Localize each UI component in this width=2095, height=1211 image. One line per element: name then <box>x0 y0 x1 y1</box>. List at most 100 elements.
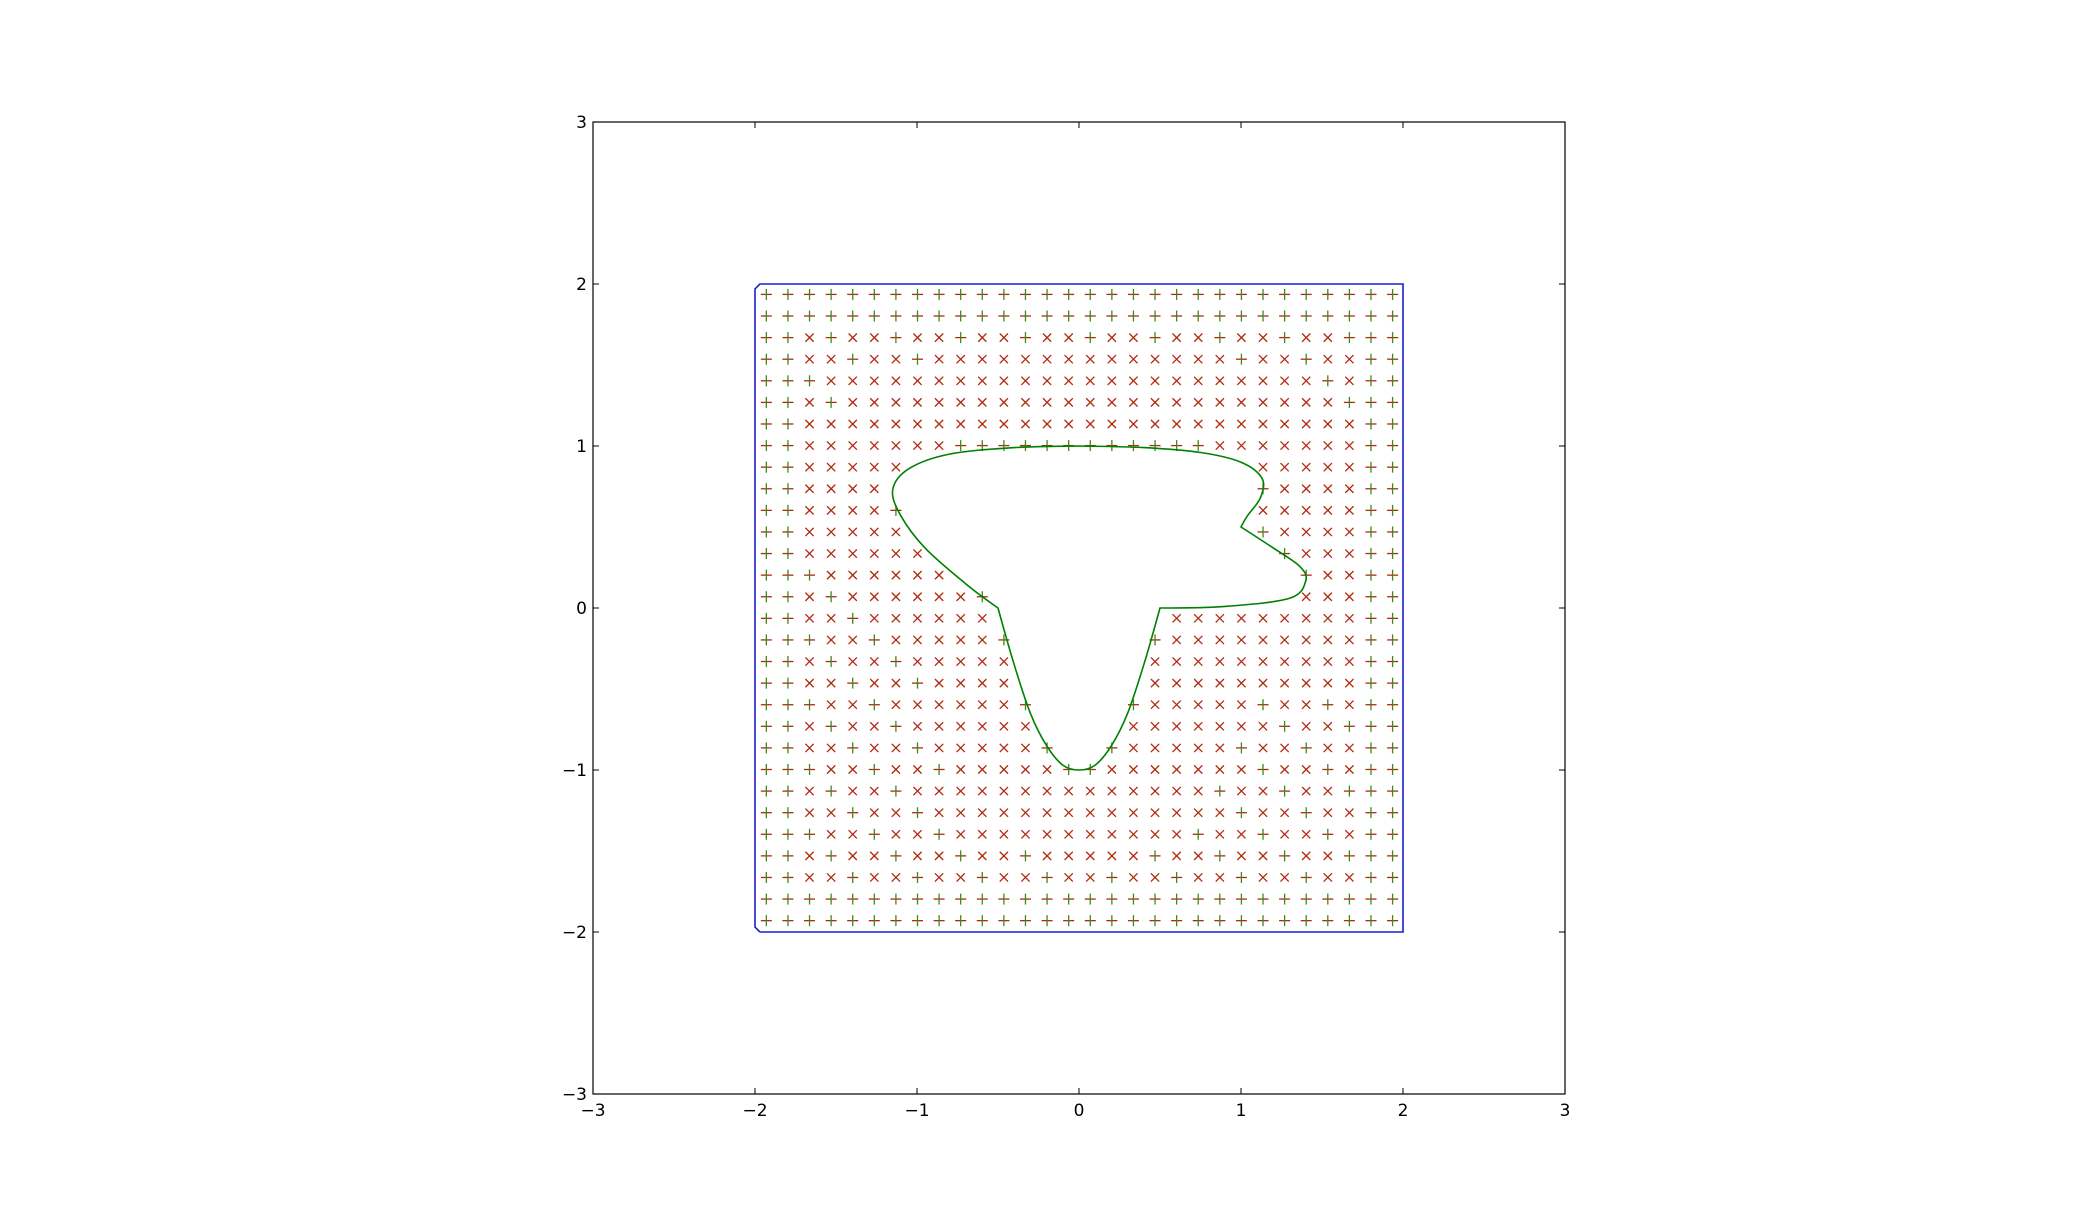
grid-point-marker <box>891 613 901 623</box>
grid-point-marker <box>1323 419 1333 429</box>
cross-marker-stroke <box>1258 440 1268 451</box>
grid-point-marker <box>826 527 836 537</box>
grid-point-marker <box>1235 807 1247 819</box>
cross-marker-stroke <box>912 397 923 407</box>
grid-point-marker <box>760 375 772 387</box>
grid-point-marker <box>1258 333 1268 343</box>
cross-marker-stroke <box>1344 354 1354 364</box>
cross-marker-stroke <box>977 376 987 386</box>
grid-point-marker <box>1150 678 1160 688</box>
grid-point-marker <box>956 829 966 839</box>
grid-point-marker <box>1343 893 1355 905</box>
grid-point-marker <box>1323 505 1333 515</box>
grid-point-marker <box>1323 484 1333 494</box>
cross-marker-stroke <box>1258 354 1268 364</box>
cross-marker-stroke <box>999 354 1009 364</box>
grid-point-marker <box>1128 829 1139 839</box>
grid-point-marker <box>1280 354 1290 364</box>
grid-point-marker <box>1279 850 1291 862</box>
cross-marker-stroke <box>956 700 966 710</box>
grid-point-marker <box>804 354 815 364</box>
curves <box>754 283 1404 933</box>
grid-point-marker <box>848 397 858 407</box>
cross-marker-stroke <box>956 656 966 667</box>
cross-marker-stroke <box>1323 548 1333 559</box>
grid-point-marker <box>1042 333 1052 343</box>
cross-marker-stroke <box>891 678 901 688</box>
grid-point-marker <box>1258 397 1268 407</box>
cross-marker-stroke <box>804 872 815 883</box>
grid-point-marker <box>912 700 923 710</box>
grid-point-marker <box>1301 613 1311 623</box>
grid-point-marker <box>1365 310 1377 322</box>
grid-point-marker <box>1344 376 1354 386</box>
grid-point-marker <box>1258 419 1268 429</box>
grid-point-marker <box>825 396 837 408</box>
grid-point-marker <box>760 396 772 408</box>
grid-point-marker <box>998 893 1010 905</box>
grid-point-marker <box>977 354 987 364</box>
cross-marker-stroke <box>1323 656 1333 667</box>
grid-point-marker <box>956 613 966 623</box>
cross-marker-stroke <box>1301 548 1311 559</box>
grid-point-marker <box>1064 376 1074 386</box>
cross-marker-stroke <box>1258 872 1268 883</box>
grid-point-marker <box>976 871 988 883</box>
cross-marker-stroke <box>977 419 987 429</box>
cross-marker-stroke <box>804 613 815 623</box>
grid-point-marker <box>977 764 987 775</box>
grid-point-marker <box>1280 656 1290 667</box>
grid-point-marker <box>868 634 880 646</box>
grid-point-marker <box>912 915 924 927</box>
grid-point-marker <box>868 699 880 711</box>
cross-marker-stroke <box>869 656 879 667</box>
grid-point-marker <box>1280 505 1290 515</box>
cross-marker-stroke <box>934 592 944 602</box>
grid-point-marker <box>1128 354 1139 364</box>
grid-point-marker <box>977 678 987 688</box>
grid-point-marker <box>760 418 772 430</box>
cross-marker-stroke <box>1215 440 1225 451</box>
grid-point-marker <box>826 700 836 710</box>
grid-point-marker <box>1279 915 1291 927</box>
grid-point-marker <box>977 808 987 818</box>
grid-point-marker <box>825 591 837 603</box>
grid-point-marker <box>1020 872 1031 883</box>
grid-point-marker <box>760 634 772 646</box>
cross-marker-stroke <box>804 851 815 861</box>
cross-marker-stroke <box>956 764 966 775</box>
grid-point-marker <box>1215 354 1225 364</box>
grid-point-marker <box>934 397 944 407</box>
grid-point-marker <box>1020 354 1031 364</box>
cross-marker-stroke <box>826 462 836 472</box>
y-tick-label: −3 <box>562 1085 587 1105</box>
grid-point-marker <box>804 786 815 796</box>
grid-point-marker <box>848 851 858 861</box>
grid-point-marker <box>1172 376 1182 386</box>
cross-marker-stroke <box>1172 354 1182 364</box>
grid-point-marker <box>1323 808 1333 818</box>
grid-point-marker <box>1387 375 1399 387</box>
grid-point-marker <box>912 397 923 407</box>
grid-point-marker <box>912 635 923 645</box>
cross-marker-stroke <box>1280 808 1290 818</box>
grid-point-marker <box>934 700 944 710</box>
grid-point-marker <box>1323 786 1333 796</box>
cross-marker-stroke <box>826 376 836 386</box>
grid-point-marker <box>1301 376 1311 386</box>
grid-point-marker <box>848 484 858 494</box>
cross-marker-stroke <box>934 354 944 364</box>
grid-point-marker <box>1150 354 1160 364</box>
cross-marker-stroke <box>826 570 836 580</box>
grid-point-marker <box>760 591 772 603</box>
cross-marker-stroke <box>1215 829 1225 839</box>
grid-point-marker <box>1019 440 1031 452</box>
grid-point-marker <box>1064 829 1074 839</box>
grid-point-marker <box>891 764 901 775</box>
cross-marker-stroke <box>1107 333 1117 343</box>
grid-point-marker <box>1323 721 1333 731</box>
grid-point-marker <box>976 310 988 322</box>
grid-point-marker <box>912 592 923 602</box>
